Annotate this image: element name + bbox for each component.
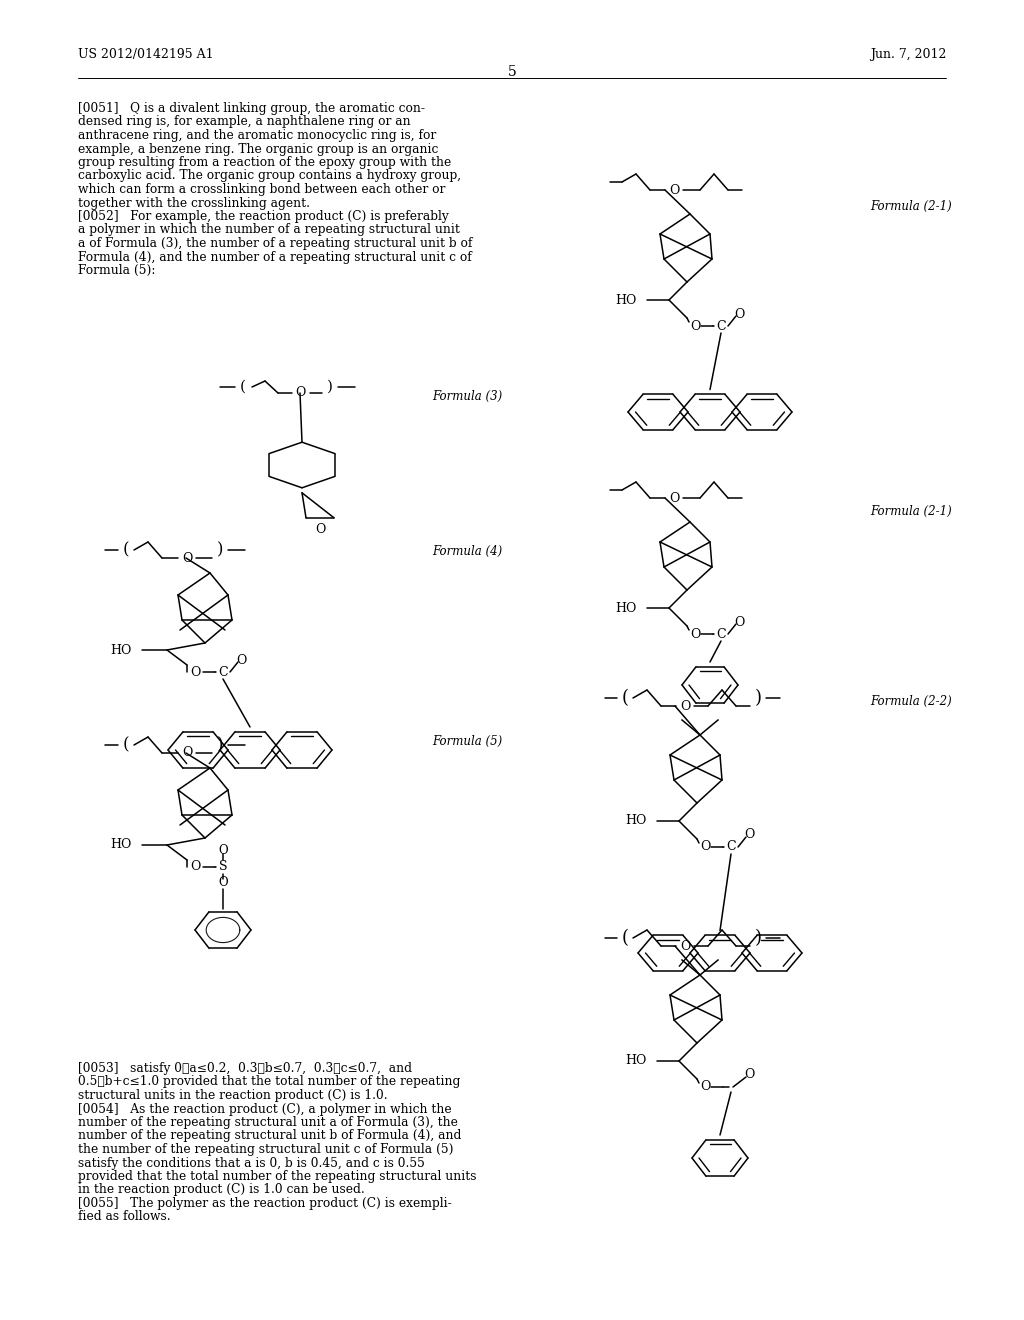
- Text: O: O: [218, 845, 227, 858]
- Text: ): ): [217, 541, 223, 558]
- Text: (: (: [622, 689, 629, 708]
- Text: a polymer in which the number of a repeating structural unit: a polymer in which the number of a repea…: [78, 223, 460, 236]
- Text: Formula (2-1): Formula (2-1): [870, 201, 951, 213]
- Text: carboxylic acid. The organic group contains a hydroxy group,: carboxylic acid. The organic group conta…: [78, 169, 461, 182]
- Text: C: C: [716, 319, 726, 333]
- Text: HO: HO: [615, 602, 637, 615]
- Text: number of the repeating structural unit a of Formula (3), the: number of the repeating structural unit …: [78, 1115, 458, 1129]
- Text: O: O: [699, 841, 711, 854]
- Text: [0053]   satisfy 0≦a≤0.2,  0.3≦b≤0.7,  0.3≦c≤0.7,  and: [0053] satisfy 0≦a≤0.2, 0.3≦b≤0.7, 0.3≦c…: [78, 1063, 412, 1074]
- Text: O: O: [743, 829, 755, 842]
- Text: O: O: [734, 615, 744, 628]
- Text: provided that the total number of the repeating structural units: provided that the total number of the re…: [78, 1170, 476, 1183]
- Text: O: O: [669, 183, 679, 197]
- Text: densed ring is, for example, a naphthalene ring or an: densed ring is, for example, a naphthale…: [78, 116, 411, 128]
- Text: Formula (5): Formula (5): [432, 735, 502, 748]
- Text: the number of the repeating structural unit c of Formula (5): the number of the repeating structural u…: [78, 1143, 454, 1156]
- Text: O: O: [680, 700, 690, 713]
- Text: (: (: [123, 541, 129, 558]
- Text: US 2012/0142195 A1: US 2012/0142195 A1: [78, 48, 214, 61]
- Text: [0054]   As the reaction product (C), a polymer in which the: [0054] As the reaction product (C), a po…: [78, 1102, 452, 1115]
- Text: group resulting from a reaction of the epoxy group with the: group resulting from a reaction of the e…: [78, 156, 452, 169]
- Text: HO: HO: [626, 1055, 647, 1068]
- Text: O: O: [189, 861, 200, 874]
- Text: 0.5≦b+c≤1.0 provided that the total number of the repeating: 0.5≦b+c≤1.0 provided that the total numb…: [78, 1076, 461, 1089]
- Text: structural units in the reaction product (C) is 1.0.: structural units in the reaction product…: [78, 1089, 388, 1102]
- Text: O: O: [189, 665, 200, 678]
- Text: O: O: [699, 1081, 711, 1093]
- Text: (: (: [622, 929, 629, 946]
- Text: O: O: [680, 940, 690, 953]
- Text: HO: HO: [111, 644, 132, 656]
- Text: O: O: [236, 653, 246, 667]
- Text: example, a benzene ring. The organic group is an organic: example, a benzene ring. The organic gro…: [78, 143, 438, 156]
- Text: (: (: [240, 380, 246, 393]
- Text: (: (: [123, 737, 129, 754]
- Text: ): ): [755, 929, 762, 946]
- Text: ): ): [755, 689, 762, 708]
- Text: O: O: [295, 387, 305, 400]
- Text: ): ): [217, 737, 223, 754]
- Text: O: O: [690, 627, 700, 640]
- Text: Formula (2-1): Formula (2-1): [870, 506, 951, 517]
- Text: Formula (4): Formula (4): [432, 545, 502, 558]
- Text: Formula (2-2): Formula (2-2): [870, 696, 951, 708]
- Text: C: C: [716, 627, 726, 640]
- Text: 5: 5: [508, 65, 516, 79]
- Text: O: O: [314, 523, 326, 536]
- Text: [0055]   The polymer as the reaction product (C) is exempli-: [0055] The polymer as the reaction produ…: [78, 1197, 452, 1210]
- Text: O: O: [669, 491, 679, 504]
- Text: O: O: [743, 1068, 755, 1081]
- Text: HO: HO: [111, 838, 132, 851]
- Text: a of Formula (3), the number of a repeating structural unit b of: a of Formula (3), the number of a repeat…: [78, 238, 472, 249]
- Text: HO: HO: [626, 814, 647, 828]
- Text: C: C: [218, 665, 227, 678]
- Text: [0051]   Q is a divalent linking group, the aromatic con-: [0051] Q is a divalent linking group, th…: [78, 102, 425, 115]
- Text: C: C: [726, 841, 736, 854]
- Text: in the reaction product (C) is 1.0 can be used.: in the reaction product (C) is 1.0 can b…: [78, 1184, 365, 1196]
- Text: Formula (5):: Formula (5):: [78, 264, 156, 277]
- Text: Jun. 7, 2012: Jun. 7, 2012: [869, 48, 946, 61]
- Text: HO: HO: [615, 293, 637, 306]
- Text: fied as follows.: fied as follows.: [78, 1210, 171, 1224]
- Text: O: O: [734, 308, 744, 321]
- Text: anthracene ring, and the aromatic monocyclic ring is, for: anthracene ring, and the aromatic monocy…: [78, 129, 436, 143]
- Text: number of the repeating structural unit b of Formula (4), and: number of the repeating structural unit …: [78, 1130, 462, 1143]
- Text: satisfy the conditions that a is 0, b is 0.45, and c is 0.55: satisfy the conditions that a is 0, b is…: [78, 1156, 425, 1170]
- Text: Formula (4), and the number of a repeating structural unit c of: Formula (4), and the number of a repeati…: [78, 251, 472, 264]
- Text: O: O: [182, 552, 193, 565]
- Text: which can form a crosslinking bond between each other or: which can form a crosslinking bond betwe…: [78, 183, 445, 195]
- Text: [0052]   For example, the reaction product (C) is preferably: [0052] For example, the reaction product…: [78, 210, 449, 223]
- Text: ): ): [327, 380, 333, 393]
- Text: S: S: [219, 861, 227, 874]
- Text: O: O: [182, 747, 193, 759]
- Text: together with the crosslinking agent.: together with the crosslinking agent.: [78, 197, 310, 210]
- Text: Formula (3): Formula (3): [432, 389, 502, 403]
- Text: O: O: [690, 319, 700, 333]
- Text: O: O: [218, 876, 227, 890]
